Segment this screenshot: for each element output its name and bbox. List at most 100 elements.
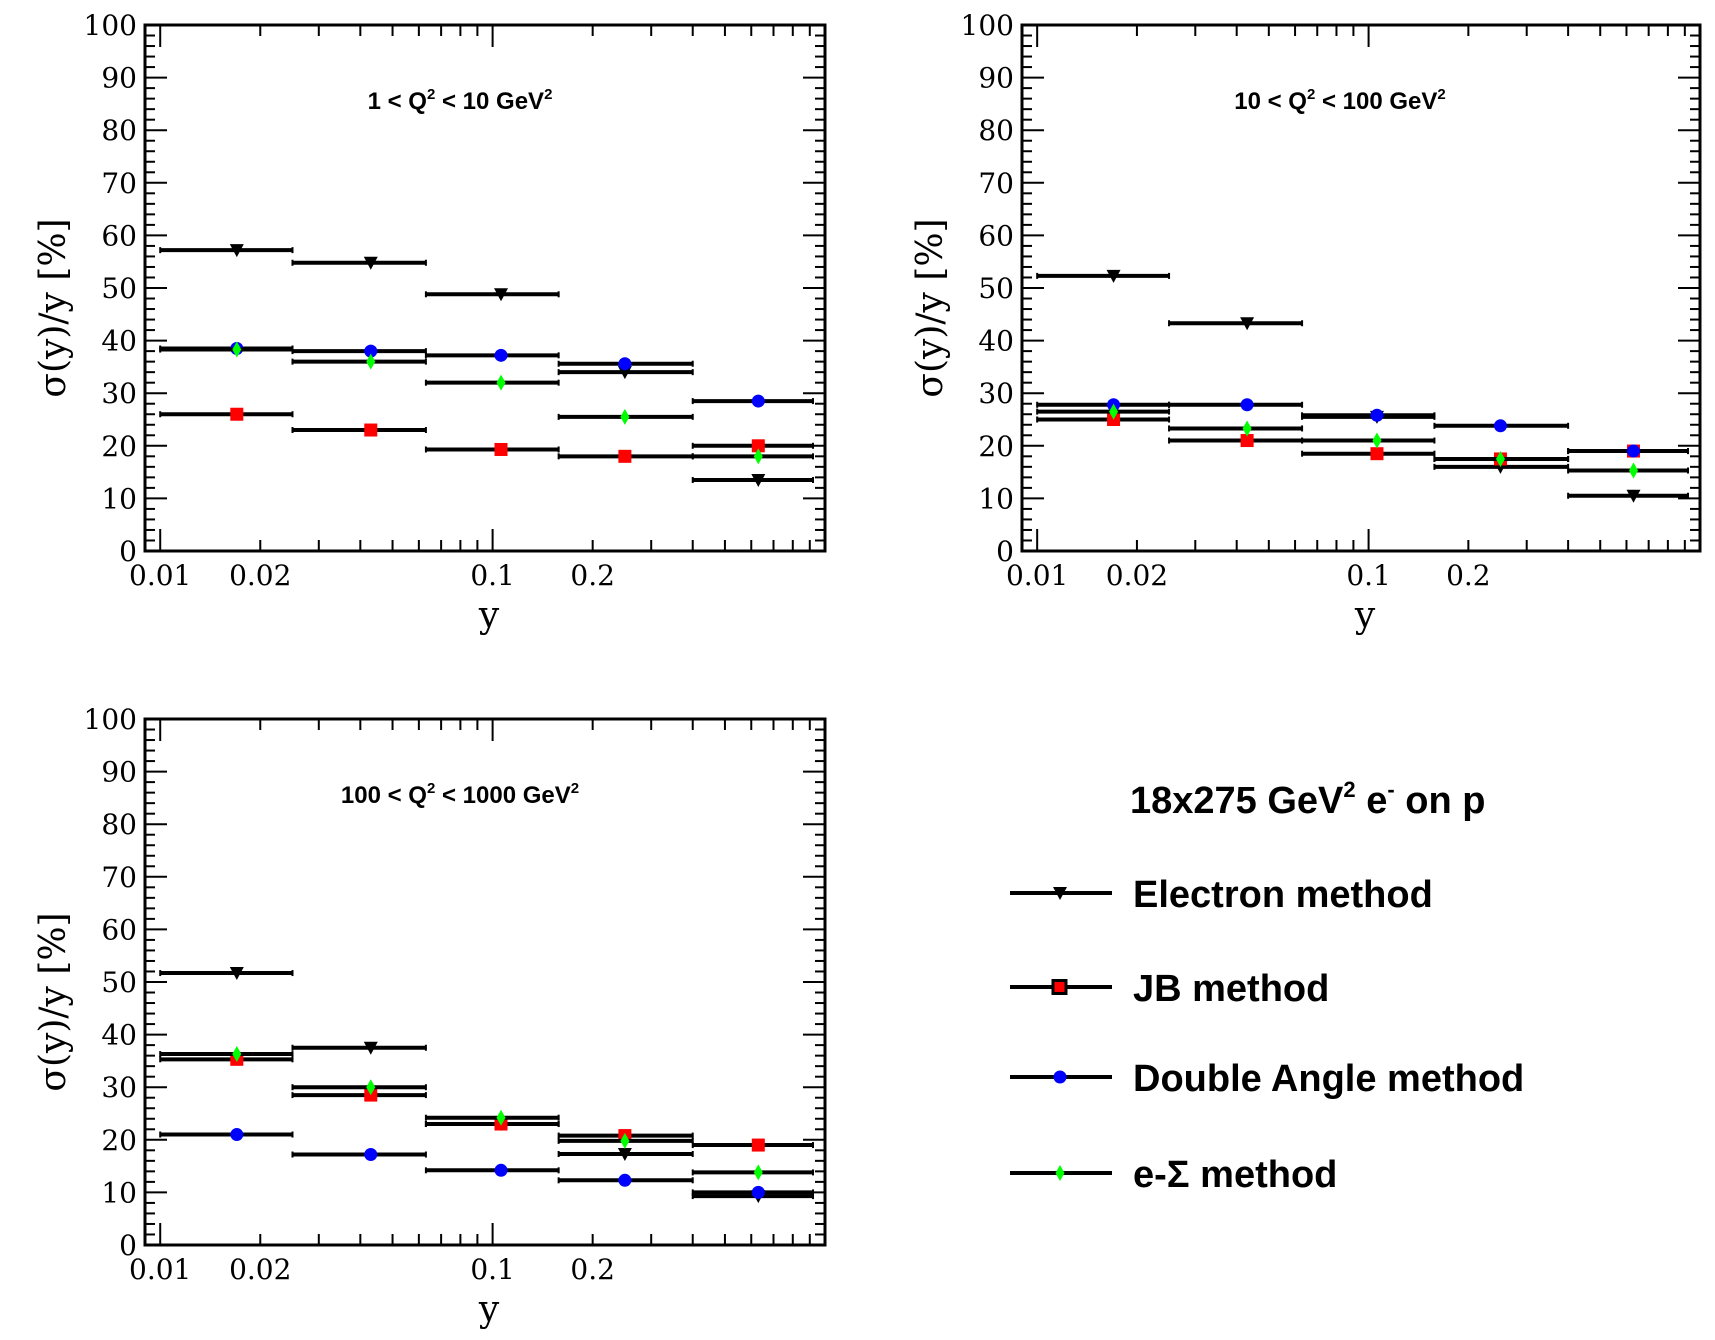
data-point: [751, 1138, 765, 1152]
x-tick-label: 0.2: [570, 559, 615, 592]
x-axis-title: y: [478, 595, 500, 636]
data-point: [751, 473, 766, 487]
y-tick-label: 30: [978, 377, 1014, 410]
x-tick-label: 0.02: [1106, 559, 1168, 592]
y-tick-label: 100: [84, 9, 137, 42]
y-tick-label: 50: [101, 272, 137, 305]
legend-marker: [1053, 1070, 1067, 1084]
data-point: [364, 423, 378, 437]
series-diamond: [159, 341, 814, 465]
y-tick-label: 70: [101, 861, 137, 894]
y-tick-label: 40: [978, 325, 1014, 358]
data-point: [751, 1185, 765, 1199]
data-point: [496, 374, 506, 391]
data-point: [232, 1046, 242, 1063]
panel-title: 100 < Q2 < 1000 GeV2: [341, 780, 579, 809]
y-tick-label: 20: [101, 1124, 137, 1157]
legend-label: JB method: [1133, 968, 1329, 1010]
series-diamond: [159, 1046, 814, 1181]
data-point: [617, 366, 632, 380]
x-tick-label: 0.02: [229, 1253, 291, 1286]
y-tick-label: 10: [101, 1176, 137, 1209]
data-point: [364, 1148, 378, 1162]
data-point: [618, 357, 632, 371]
data-point: [1240, 398, 1254, 412]
data-point: [753, 448, 763, 465]
y-tick-label: 0: [119, 535, 137, 568]
y-tick-label: 90: [101, 756, 137, 789]
data-point: [617, 1148, 632, 1162]
data-point: [1240, 434, 1254, 448]
y-tick-label: 20: [101, 430, 137, 463]
series-triangle-down: [159, 244, 814, 487]
y-tick-label: 20: [978, 430, 1014, 463]
panel-3: 0 10 20 30 40 50 60 70 80 90 100 0.01 0.02 0.1 0.2 y σ(y…: [33, 703, 827, 1330]
y-tick-label: 60: [978, 219, 1014, 252]
y-tick-label: 10: [978, 482, 1014, 515]
x-tick-label: 0.01: [129, 1253, 191, 1286]
data-point: [230, 1128, 244, 1142]
legend-title: 18x275 GeV2 e- on p: [1130, 777, 1485, 822]
y-tick-label: 80: [978, 114, 1014, 147]
x-tick-label: 0.01: [1006, 559, 1068, 592]
data-point: [229, 967, 244, 981]
series-triangle-down: [159, 967, 814, 1204]
data-point: [1370, 408, 1384, 422]
x-axis-title: y: [1354, 595, 1376, 636]
legend-marker: [1053, 887, 1067, 900]
legend-label: e-Σ method: [1133, 1154, 1337, 1196]
y-tick-label: 90: [101, 62, 137, 95]
y-tick-label: 0: [119, 1229, 137, 1262]
y-tick-label: 80: [101, 114, 137, 147]
data-point: [232, 341, 242, 358]
data-point: [1109, 403, 1119, 420]
y-tick-label: 40: [101, 325, 137, 358]
legend-item: Electron method: [1010, 874, 1433, 916]
legend-item: JB method: [1010, 968, 1329, 1010]
y-tick-label: 70: [978, 167, 1014, 200]
x-tick-label: 0.02: [229, 559, 291, 592]
data-point: [753, 1164, 763, 1181]
legend-label: Electron method: [1133, 874, 1433, 916]
data-point: [494, 1163, 508, 1177]
data-point: [620, 1132, 630, 1149]
x-tick-label: 0.01: [129, 559, 191, 592]
x-axis-title: y: [478, 1289, 500, 1330]
panel-title: 1 < Q2 < 10 GeV2: [368, 86, 553, 115]
y-tick-label: 50: [978, 272, 1014, 305]
data-point: [494, 348, 508, 362]
data-point: [1493, 419, 1507, 433]
data-point: [496, 1109, 506, 1126]
y-tick-label: 50: [101, 966, 137, 999]
y-tick-label: 60: [101, 219, 137, 252]
series-triangle-down: [1036, 269, 1689, 503]
series-circle: [159, 341, 814, 408]
y-tick-label: 70: [101, 167, 137, 200]
legend: 18x275 GeV2 e- on p Electron method JB me…: [1010, 777, 1524, 1196]
data-point: [751, 439, 765, 453]
y-tick-label: 30: [101, 1071, 137, 1104]
data-point: [494, 288, 509, 302]
data-point: [363, 1041, 378, 1055]
x-tick-label: 0.2: [1446, 559, 1491, 592]
series-circle: [1036, 398, 1689, 458]
legend-label: Double Angle method: [1133, 1058, 1524, 1100]
y-axis-title: σ(y)/y [%]: [33, 218, 74, 397]
data-point: [229, 244, 244, 258]
series-square: [159, 407, 814, 463]
data-point: [620, 408, 630, 425]
data-point: [1370, 447, 1384, 461]
y-tick-label: 30: [101, 377, 137, 410]
x-tick-label: 0.2: [570, 1253, 615, 1286]
y-axis-title: σ(y)/y [%]: [910, 218, 951, 397]
data-point: [1626, 444, 1640, 458]
panel-1: 0 10 20 30 40 50 60 70 80 90 100 0.01 0.02 0.1 0.2 y σ(y…: [33, 9, 827, 636]
data-point: [364, 344, 378, 358]
panel-title: 10 < Q2 < 100 GeV2: [1234, 86, 1446, 115]
data-point: [1372, 432, 1382, 449]
data-point: [1106, 269, 1121, 283]
y-tick-label: 40: [101, 1019, 137, 1052]
y-tick-label: 100: [84, 703, 137, 736]
data-point: [751, 394, 765, 408]
